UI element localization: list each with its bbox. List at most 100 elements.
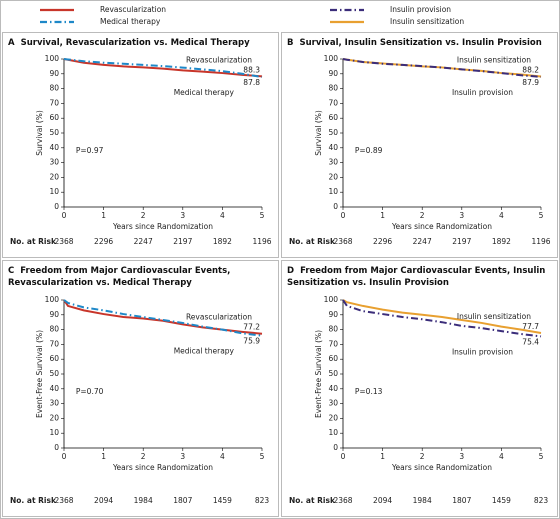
y-tick-label: 100 xyxy=(45,295,60,304)
y-tick-label: 10 xyxy=(49,187,59,196)
at-risk-value: 2368 xyxy=(54,237,73,246)
y-tick-label: 50 xyxy=(328,369,338,378)
at-risk-value: 823 xyxy=(534,496,549,505)
x-tick-label: 4 xyxy=(220,452,225,461)
end-value-label: 88.2 xyxy=(522,65,539,74)
x-tick-label: 3 xyxy=(459,452,464,461)
legend-label: Insulin sensitization xyxy=(390,17,464,26)
at-risk-value: 2197 xyxy=(452,237,471,246)
y-tick-label: 0 xyxy=(333,443,338,452)
x-tick-label: 0 xyxy=(62,452,67,461)
x-tick-label: 5 xyxy=(260,452,265,461)
series-name-label: Insulin provision xyxy=(452,347,513,356)
y-tick-label: 100 xyxy=(324,295,339,304)
panel-letter: D xyxy=(287,266,295,276)
y-tick-label: 70 xyxy=(49,98,59,107)
at-risk-value: 2197 xyxy=(173,237,192,246)
x-tick-label: 5 xyxy=(260,211,265,220)
x-axis-label: Years since Randomization xyxy=(112,463,213,472)
x-axis-label: Years since Randomization xyxy=(112,222,213,231)
legend-label: Medical therapy xyxy=(100,17,161,26)
y-tick-label: 80 xyxy=(49,325,59,334)
p-value: P=0.13 xyxy=(355,387,383,396)
x-tick-label: 2 xyxy=(420,211,425,220)
panel-border xyxy=(2,32,279,258)
series-line xyxy=(63,299,263,337)
x-tick-label: 3 xyxy=(180,452,185,461)
end-value-label: 88.3 xyxy=(243,65,260,74)
x-tick-label: 3 xyxy=(459,211,464,220)
panel-border xyxy=(281,260,558,517)
panel-title-text: Freedom from Major Cardiovascular Events… xyxy=(8,266,231,288)
x-tick-label: 5 xyxy=(539,452,544,461)
panel-title: C Freedom from Major Cardiovascular Event… xyxy=(8,265,271,289)
y-tick-label: 80 xyxy=(328,84,338,93)
x-tick-label: 2 xyxy=(141,211,146,220)
at-risk-label: No. at Risk xyxy=(289,237,336,246)
at-risk-value: 1984 xyxy=(413,496,432,505)
panel-title: D Freedom from Major Cardiovascular Event… xyxy=(287,265,550,289)
at-risk-value: 2094 xyxy=(94,496,113,505)
at-risk-value: 1196 xyxy=(252,237,271,246)
at-risk-value: 2247 xyxy=(134,237,153,246)
p-value: P=0.70 xyxy=(76,387,104,396)
series-name-label: Medical therapy xyxy=(174,88,235,97)
series-line xyxy=(63,58,263,78)
at-risk-value: 1807 xyxy=(452,496,471,505)
y-tick-label: 30 xyxy=(49,158,59,167)
x-tick-label: 4 xyxy=(499,452,504,461)
y-tick-label: 20 xyxy=(49,413,59,422)
x-tick-label: 2 xyxy=(420,452,425,461)
end-value-label: 75.4 xyxy=(522,337,539,346)
y-tick-label: 90 xyxy=(328,69,338,78)
series-name-label: Insulin sensitization xyxy=(457,55,531,64)
at-risk-label: No. at Risk xyxy=(10,237,57,246)
y-tick-label: 30 xyxy=(328,399,338,408)
y-tick-label: 40 xyxy=(328,384,338,393)
series-line xyxy=(342,299,542,334)
y-tick-label: 50 xyxy=(328,128,338,137)
panel-letter: B xyxy=(287,38,294,48)
y-tick-label: 80 xyxy=(328,325,338,334)
series-name-label: Revascularization xyxy=(186,313,252,322)
x-tick-label: 3 xyxy=(180,211,185,220)
at-risk-value: 2247 xyxy=(413,237,432,246)
y-tick-label: 20 xyxy=(49,172,59,181)
series-line xyxy=(342,299,542,338)
panel-title-text: Survival, Insulin Sensitization vs. Insu… xyxy=(299,38,542,48)
at-risk-value: 1459 xyxy=(213,496,232,505)
x-tick-label: 5 xyxy=(539,211,544,220)
panel-letter: C xyxy=(8,266,15,276)
series-name-label: Medical therapy xyxy=(174,347,235,356)
at-risk-label: No. at Risk xyxy=(10,496,57,505)
at-risk-value: 1892 xyxy=(213,237,232,246)
y-tick-label: 50 xyxy=(49,128,59,137)
at-risk-value: 1984 xyxy=(134,496,153,505)
at-risk-label: No. at Risk xyxy=(289,496,336,505)
at-risk-value: 1459 xyxy=(492,496,511,505)
x-tick-label: 1 xyxy=(380,211,385,220)
at-risk-value: 1196 xyxy=(531,237,550,246)
y-tick-label: 90 xyxy=(49,310,59,319)
y-tick-label: 0 xyxy=(333,202,338,211)
at-risk-value: 2296 xyxy=(373,237,392,246)
panel-title: A Survival, Revascularization vs. Medical… xyxy=(8,37,271,49)
panel-border xyxy=(2,260,279,517)
x-tick-label: 0 xyxy=(341,211,346,220)
y-tick-label: 40 xyxy=(49,384,59,393)
p-value: P=0.89 xyxy=(355,146,383,155)
y-tick-label: 50 xyxy=(49,369,59,378)
at-risk-value: 1892 xyxy=(492,237,511,246)
y-tick-label: 40 xyxy=(328,143,338,152)
y-axis-label: Event-Free Survival (%) xyxy=(35,330,44,418)
panel: 0 10 20 30 40 50 60 70 80 90 100 0 1 2 3 4 5 Event-Free S… xyxy=(281,260,558,517)
y-tick-label: 30 xyxy=(328,158,338,167)
at-risk-value: 2368 xyxy=(54,496,73,505)
y-axis-label: Event-Free Survival (%) xyxy=(314,330,323,418)
y-tick-label: 60 xyxy=(49,354,59,363)
y-tick-label: 10 xyxy=(49,428,59,437)
at-risk-value: 823 xyxy=(255,496,270,505)
end-value-label: 75.9 xyxy=(243,337,260,346)
